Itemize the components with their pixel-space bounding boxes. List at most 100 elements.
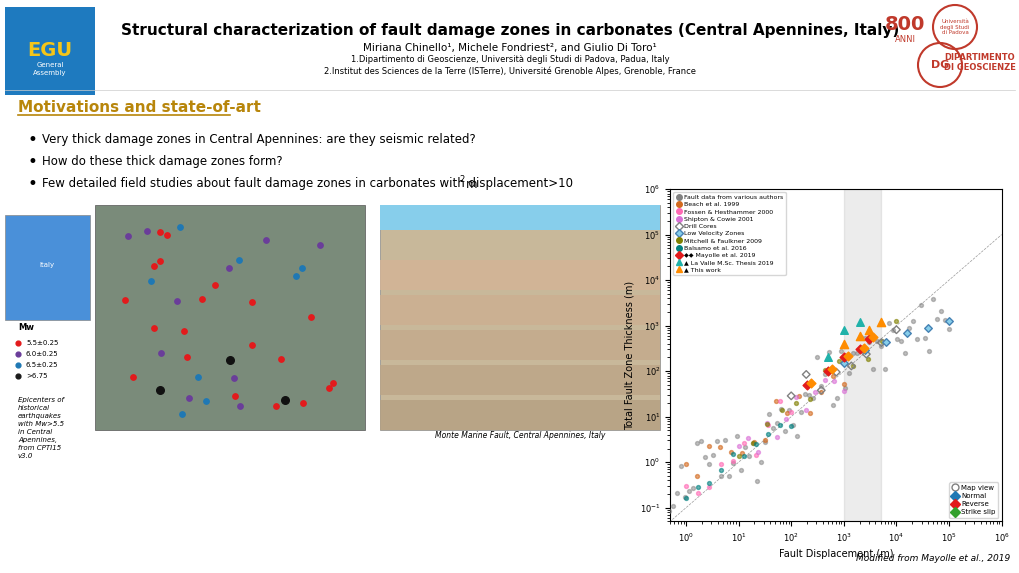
Point: [730, 452, 746, 461]
Point: [888, 325, 904, 334]
Point: [823, 371, 840, 380]
Point: [756, 435, 772, 445]
Point: [637, 533, 653, 543]
Point: [827, 367, 844, 376]
Point: [197, 397, 213, 406]
Bar: [380, 205, 659, 230]
Point: [789, 432, 805, 441]
Text: Mw: Mw: [18, 323, 34, 332]
Point: [220, 263, 236, 272]
Point: [835, 325, 851, 335]
Point: [812, 387, 828, 397]
Point: [871, 317, 888, 327]
Point: [678, 459, 694, 468]
Point: [625, 535, 641, 544]
Text: Italy: Italy: [40, 262, 54, 268]
Point: [790, 392, 806, 401]
Text: m: m: [466, 178, 477, 190]
Point: [843, 362, 859, 371]
Text: 6.5±0.25: 6.5±0.25: [25, 362, 58, 368]
Point: [711, 443, 728, 452]
Point: [785, 420, 801, 429]
Point: [924, 294, 941, 303]
Point: [10, 350, 26, 359]
Point: [848, 349, 864, 358]
Point: [321, 384, 337, 393]
Point: [768, 418, 785, 427]
Point: [267, 402, 283, 411]
Text: Monte Marine Fault, Central Apennines, Italy: Monte Marine Fault, Central Apennines, I…: [434, 431, 604, 440]
Point: [825, 377, 842, 386]
Point: [302, 313, 318, 322]
Point: [888, 317, 904, 326]
Text: 2.Institut des Sciences de la Terre (ISTerre), Université Grenoble Alpes, Grenob: 2.Institut des Sciences de la Terre (IST…: [324, 66, 695, 76]
Point: [835, 387, 851, 396]
Point: [700, 478, 716, 488]
Point: [837, 384, 853, 393]
Point: [783, 422, 799, 431]
Point: [796, 390, 812, 399]
Point: [852, 332, 868, 342]
Point: [668, 489, 685, 498]
Point: [207, 280, 223, 289]
Point: [629, 499, 645, 508]
Point: [760, 409, 776, 418]
Point: [835, 353, 851, 362]
Point: [712, 459, 729, 468]
Point: [173, 409, 190, 418]
Point: [171, 223, 187, 232]
Text: •: •: [28, 131, 38, 149]
Text: 800: 800: [883, 15, 924, 34]
Point: [747, 450, 763, 460]
Point: [787, 392, 803, 401]
Point: [748, 476, 764, 485]
Point: [801, 409, 817, 418]
Point: [919, 323, 935, 332]
Text: DIPARTIMENTO: DIPARTIMENTO: [944, 53, 1014, 62]
Point: [770, 396, 787, 405]
Point: [124, 372, 141, 382]
Text: Few detailed field studies about fault damage zones in carbonates with displacem: Few detailed field studies about fault d…: [42, 178, 573, 190]
Point: [759, 420, 775, 429]
Point: [824, 400, 841, 409]
Point: [723, 450, 740, 459]
Point: [681, 486, 697, 495]
Point: [823, 364, 840, 374]
Point: [758, 419, 774, 428]
Point: [745, 438, 761, 447]
Point: [152, 257, 168, 266]
Point: [802, 378, 818, 387]
Point: [739, 434, 755, 443]
Text: Epicenters of
historical
earthquakes
with Mw>5.5
in Central
Apennines,
from CPTI: Epicenters of historical earthquakes wit…: [18, 397, 64, 460]
Point: [696, 452, 712, 461]
Point: [877, 337, 894, 347]
Text: 6.0±0.25: 6.0±0.25: [25, 351, 58, 357]
Point: [678, 481, 694, 490]
Point: [900, 324, 916, 333]
Point: [936, 315, 953, 324]
Point: [678, 493, 694, 503]
Bar: [380, 330, 659, 360]
Point: [725, 459, 741, 468]
Point: [830, 357, 847, 366]
Point: [689, 489, 705, 498]
Text: 1.Dipartimento di Geoscienze, Università degli Studi di Padova, Padua, Italy: 1.Dipartimento di Geoscienze, Università…: [351, 56, 668, 65]
Point: [700, 441, 716, 450]
Point: [325, 378, 341, 387]
Point: [733, 466, 749, 475]
Point: [835, 359, 851, 368]
Point: [288, 272, 305, 281]
Point: [851, 345, 867, 354]
Point: [158, 230, 174, 240]
Legend: Map view, Normal, Reverse, Strike slip: Map view, Normal, Reverse, Strike slip: [949, 482, 998, 518]
Point: [808, 353, 824, 362]
Point: [872, 342, 889, 351]
Point: [152, 227, 168, 236]
Bar: [380, 295, 659, 325]
Point: [820, 347, 837, 356]
Point: [880, 319, 897, 328]
Point: [116, 295, 132, 304]
Point: [932, 307, 949, 316]
Point: [884, 325, 901, 335]
Point: [664, 501, 681, 510]
